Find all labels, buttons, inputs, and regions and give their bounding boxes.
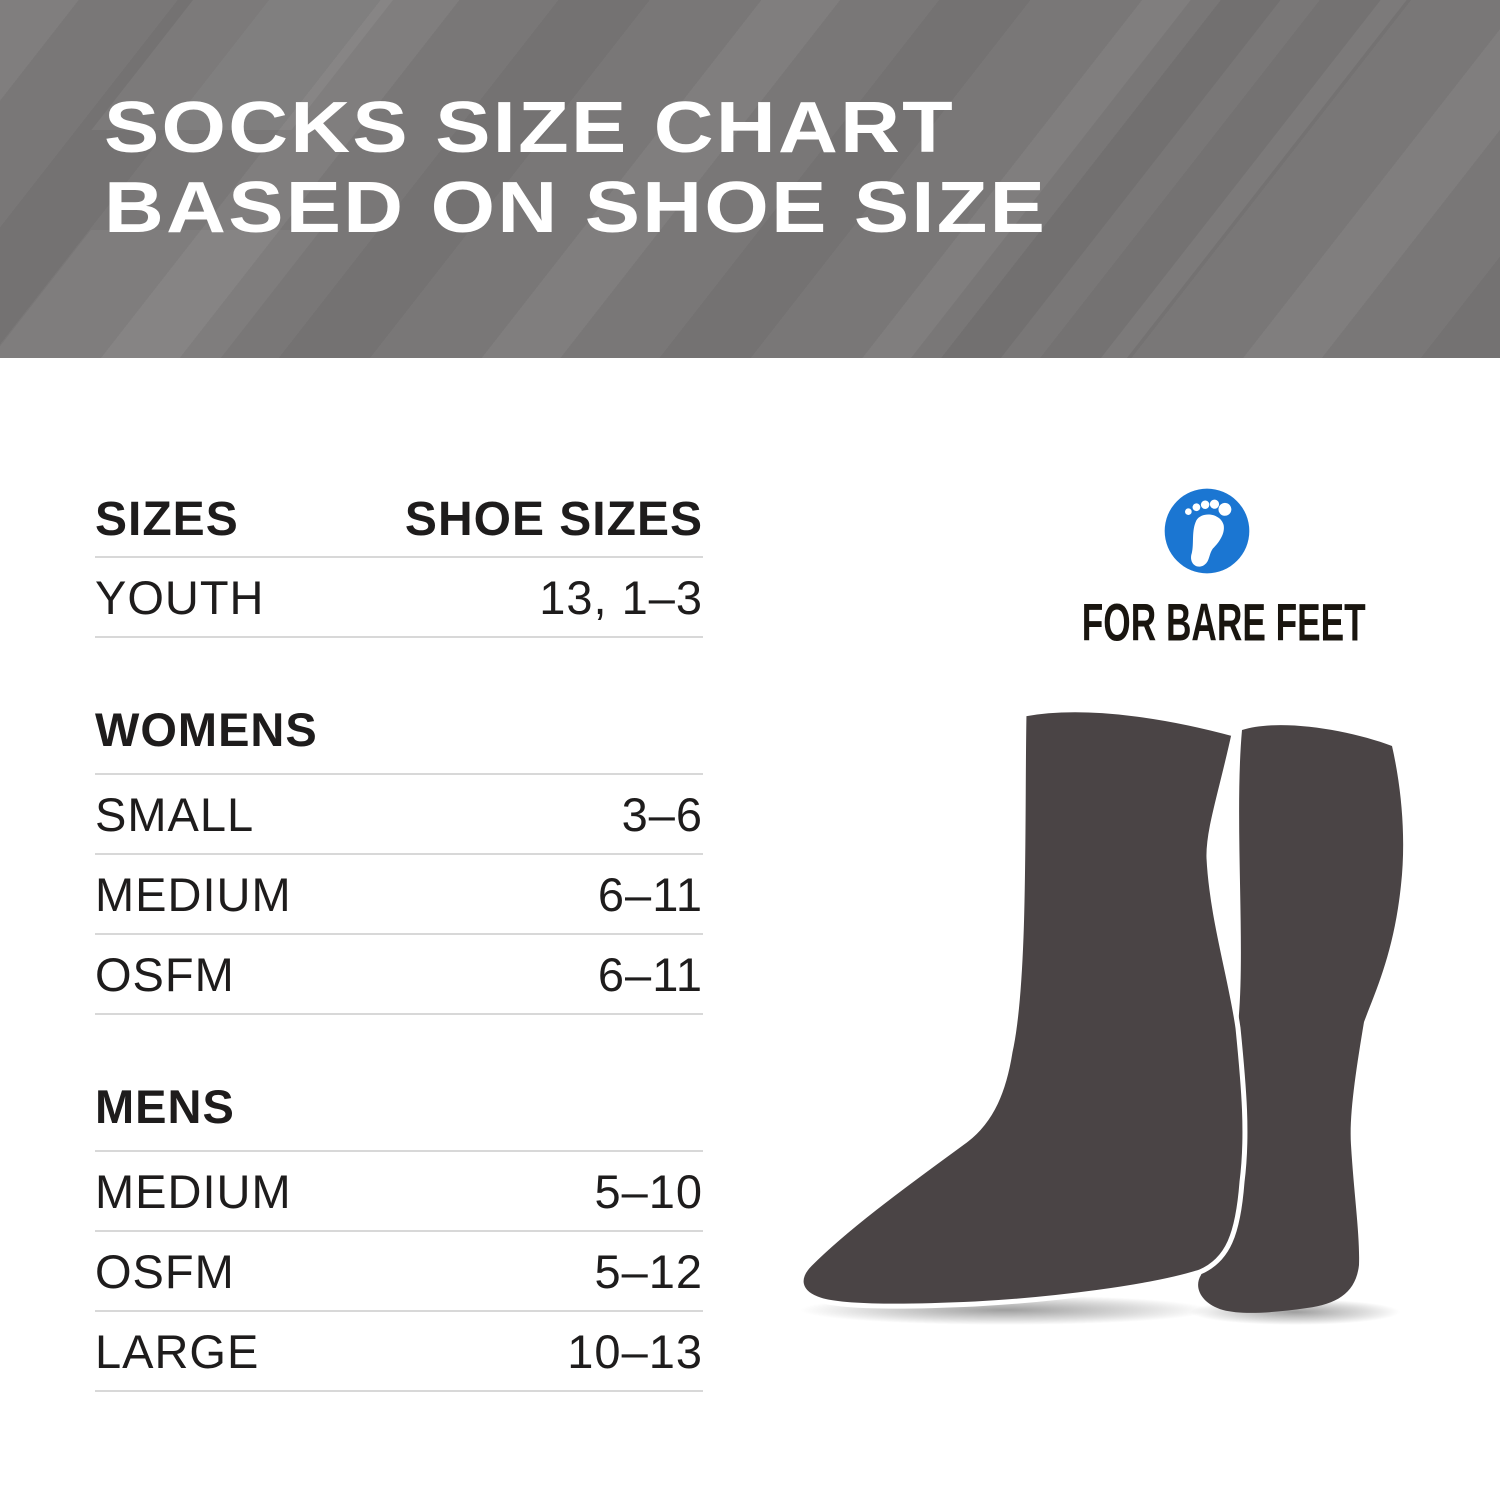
column-header-sizes: SIZES <box>95 493 239 546</box>
shoe-size-value: 6–11 <box>597 947 703 1001</box>
column-header-shoe-sizes: SHOE SIZES <box>404 493 703 546</box>
back-sock <box>1198 725 1404 1313</box>
front-sock <box>798 707 1248 1309</box>
shoe-size-value: 5–12 <box>594 1244 703 1298</box>
table-section-row: MENS <box>95 1015 703 1152</box>
table-row: YOUTH 13, 1–3 <box>95 558 703 638</box>
size-label: MEDIUM <box>95 867 292 921</box>
table-row: OSFM 5–12 <box>95 1232 703 1312</box>
table-header-row: SIZES SHOE SIZES <box>95 492 703 558</box>
size-label: WOMENS <box>95 703 318 756</box>
size-label: OSFM <box>95 1244 235 1298</box>
shoe-size-value: 10–13 <box>567 1324 703 1378</box>
table-section-row: WOMENS <box>95 638 703 775</box>
table-row: OSFM 6–11 <box>95 935 703 1015</box>
header-banner: SOCKS SIZE CHART BASED ON SHOE SIZE <box>0 0 1500 358</box>
diagonal-stripes-decoration <box>0 0 1500 358</box>
shoe-size-value: 3–6 <box>621 787 703 841</box>
size-label: YOUTH <box>95 570 265 624</box>
table-row: MEDIUM 6–11 <box>95 855 703 935</box>
page-title-line1: SOCKS SIZE CHART <box>104 88 956 168</box>
size-label: MENS <box>95 1080 235 1133</box>
size-label: SMALL <box>95 787 255 841</box>
shoe-size-value: 6–11 <box>597 867 703 921</box>
size-label: OSFM <box>95 947 235 1001</box>
table-row: SMALL 3–6 <box>95 775 703 855</box>
size-table: SIZES SHOE SIZES YOUTH 13, 1–3 WOMENS SM… <box>95 492 703 1392</box>
table-row: MEDIUM 5–10 <box>95 1152 703 1232</box>
page-title-line2: BASED ON SHOE SIZE <box>104 168 1048 248</box>
brand-name: FOR BARE FEET <box>1081 592 1366 652</box>
size-label: LARGE <box>95 1324 260 1378</box>
brand-logo-circle <box>1161 485 1253 577</box>
shoe-size-value: 13, 1–3 <box>539 570 703 624</box>
page-title: SOCKS SIZE CHART BASED ON SHOE SIZE <box>104 88 1047 248</box>
table-rows: YOUTH 13, 1–3 WOMENS SMALL 3–6 MEDIUM 6–… <box>95 558 703 1392</box>
shoe-size-value: 5–10 <box>594 1164 703 1218</box>
socks-illustration <box>798 707 1404 1325</box>
table-row: LARGE 10–13 <box>95 1312 703 1392</box>
size-label: MEDIUM <box>95 1164 292 1218</box>
footprint-icon <box>1164 488 1250 574</box>
